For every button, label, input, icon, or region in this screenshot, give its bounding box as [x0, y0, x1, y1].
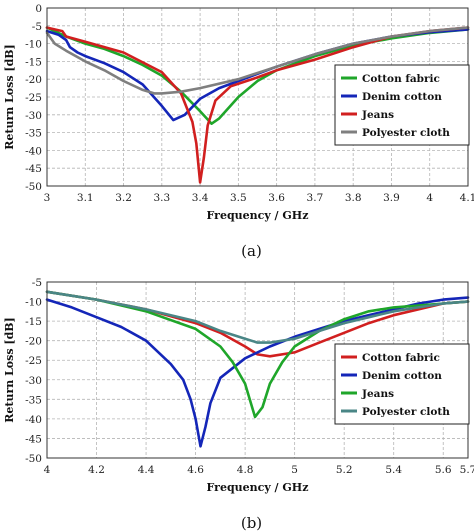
x-tick-label: 3.6 [268, 192, 285, 204]
x-tick-label: 3.1 [77, 192, 94, 204]
x-tick-label: 5 [291, 464, 298, 476]
panel-caption: (b) [241, 514, 262, 532]
x-tick-label: 3.3 [153, 192, 170, 204]
x-axis-label: Frequency / GHz [207, 481, 309, 494]
y-axis-label: Return Loss [dB] [3, 317, 16, 423]
y-tick-label: -20 [25, 74, 42, 86]
legend: Cotton fabric Denim cotton Jeans Polyester … [334, 64, 470, 146]
x-tick-label: 3 [44, 192, 51, 204]
chart-panel-b: 4 4.2 4.4 4.6 4.8 5 5.2 5.4 5.6 5.7 -5 -10 -15 -20 -25… [3, 277, 474, 532]
series-line-polyester-cloth [45, 26, 470, 95]
y-tick-label: -35 [25, 128, 42, 140]
series-line-polyester-cloth [45, 290, 470, 344]
x-tick-label: 3.9 [383, 192, 400, 204]
y-tick-label: -50 [25, 453, 42, 465]
x-axis-label: Frequency / GHz [207, 209, 309, 222]
y-tick-label: -25 [25, 92, 42, 104]
x-tick-label: 4 [44, 464, 51, 476]
x-tick-label: 3.2 [115, 192, 132, 204]
legend-label: Cotton fabric [362, 352, 440, 364]
panel-caption: (a) [241, 242, 262, 260]
x-tick-label: 4 [426, 192, 433, 204]
y-tick-label: -25 [25, 355, 42, 367]
x-tick-label: 5.6 [435, 464, 452, 476]
legend-box [334, 343, 470, 425]
y-tick-label: -5 [32, 277, 42, 289]
y-tick-label: -35 [25, 394, 42, 406]
legend-label: Polyester cloth [362, 406, 450, 418]
y-tick-label: -30 [25, 375, 42, 387]
legend-label: Denim cotton [362, 370, 442, 382]
y-tick-label: -10 [25, 39, 42, 51]
y-tick-label: -15 [25, 316, 42, 328]
legend-label: Polyester cloth [362, 127, 450, 139]
y-tick-label: -10 [25, 297, 42, 309]
y-tick-label: -50 [25, 181, 42, 193]
y-tick-label: -20 [25, 336, 42, 348]
y-tick-label: 0 [35, 3, 42, 15]
legend-box [334, 64, 470, 146]
x-tick-label: 5.2 [336, 464, 353, 476]
y-tick-label: -40 [25, 145, 42, 157]
series-line-cotton-fabric [45, 26, 470, 125]
x-tick-label: 5.4 [385, 464, 402, 476]
chart-panel-a: 3 3.1 3.2 3.3 3.4 3.5 3.6 3.7 3.8 3.9 4 4.1 0 -5 -10 -1… [3, 3, 474, 260]
legend-label: Cotton fabric [362, 73, 440, 85]
series-line-jeans [45, 290, 470, 419]
y-tick-label: -30 [25, 110, 42, 122]
x-tick-label: 4.6 [187, 464, 204, 476]
series-line-jeans [45, 26, 470, 184]
y-tick-label: -40 [25, 414, 42, 426]
x-tick-label: 4.8 [237, 464, 254, 476]
x-tick-label: 3.7 [307, 192, 324, 204]
legend-label: Jeans [361, 388, 394, 400]
legend: Cotton fabric Denim cotton Jeans Polyester … [334, 343, 470, 425]
legend-label: Jeans [361, 109, 394, 121]
x-tick-label: 3.5 [230, 192, 247, 204]
x-tick-label: 3.8 [345, 192, 362, 204]
x-tick-label: 4.1 [460, 192, 474, 204]
x-tick-label: 3.4 [192, 192, 209, 204]
y-axis-label: Return Loss [dB] [3, 44, 16, 150]
y-tick-label: -15 [25, 56, 42, 68]
legend-label: Denim cotton [362, 91, 442, 103]
series-line-denim-cotton [45, 296, 470, 448]
x-tick-label: 4.4 [138, 464, 155, 476]
y-tick-label: -45 [25, 433, 42, 445]
y-tick-label: -45 [25, 163, 42, 175]
y-tick-label: -5 [32, 21, 42, 33]
x-tick-label: 4.2 [88, 464, 105, 476]
x-tick-label: 5.7 [460, 464, 474, 476]
